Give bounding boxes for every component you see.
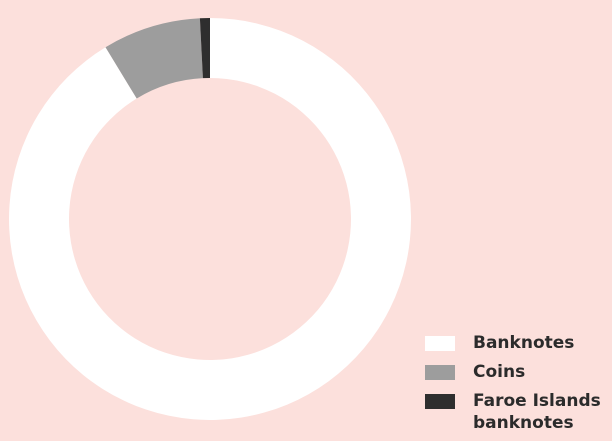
- legend-label: Coins: [473, 362, 526, 382]
- legend-label: Banknotes: [473, 333, 575, 353]
- legend-item: Faroe Islands banknotes: [425, 390, 612, 434]
- legend-item: Coins: [425, 361, 612, 383]
- donut-segment: [199, 18, 210, 79]
- donut-segment: [8, 18, 412, 420]
- legend: Banknotes Coins Faroe Islands banknotes: [425, 332, 612, 441]
- legend-item: Banknotes: [425, 332, 612, 354]
- donut-segment: [105, 18, 203, 99]
- legend-swatch: [425, 336, 455, 351]
- legend-swatch: [425, 365, 455, 380]
- legend-swatch: [425, 394, 455, 409]
- legend-label: Faroe Islands banknotes: [473, 391, 601, 433]
